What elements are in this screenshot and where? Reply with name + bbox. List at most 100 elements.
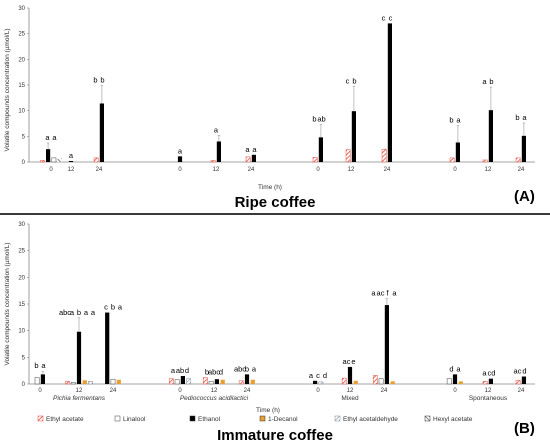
panel-a-significance-letter: a (69, 151, 74, 160)
panel-b-group-label: Pichia fermentans (53, 395, 106, 402)
panel-b-significance-letter: abc (208, 368, 220, 377)
panel-b-bar-linalool (446, 378, 452, 385)
panel-a-xtick-label: 24 (518, 167, 525, 173)
panel-b-bar-1-decanol (390, 381, 395, 384)
panel-a-significance-letter: a (522, 113, 527, 122)
panel-a-significance-letter: b (352, 77, 356, 86)
panel-a-ytick-label: 0 (22, 160, 26, 166)
panel-b-bar-1-decanol (220, 379, 225, 384)
panel-b-bar-1-decanol (82, 380, 87, 384)
panel-a-bar-ethyl-acetate (515, 157, 521, 163)
panel-a-significance-letter: c (382, 13, 386, 22)
legend-swatch-1-decanol (259, 415, 266, 422)
panel-a-significance-letter: b (449, 116, 453, 125)
panel-b-bar-ethyl-acetate (372, 375, 378, 385)
panel-b-xtick-label: 0 (38, 388, 42, 394)
legend-swatch-ethyl-acetaldehyde (334, 415, 341, 422)
panel-a-significance-letter: a (52, 133, 57, 142)
legend-label-1-decanol: 1-Decanol (268, 416, 298, 423)
panel-a-xtick-label: 12 (213, 167, 220, 173)
panel-b-bar-ethyl-acetate (238, 380, 244, 385)
panel-b-ytick-label: 15 (18, 302, 25, 308)
panel-b-xtick-label: 24 (381, 388, 388, 394)
panel-b-significance-letter: abc (59, 308, 71, 317)
panel-b-significance-letter: cd (488, 369, 496, 378)
panel-b-xtick-label: 0 (316, 388, 320, 394)
panel-a-xtick-label: 24 (384, 167, 391, 173)
panel-a-significance-letter: b (93, 76, 97, 85)
panel-a-xtick-label: 12 (485, 167, 492, 173)
panel-b-xtick-label: 12 (76, 388, 83, 394)
panel-a-significance-letter: a (252, 145, 257, 154)
panel-b-significance-letter: c (316, 371, 320, 380)
panel-a-significance-letter: ab (317, 115, 325, 124)
panel-b-significance-letter: b (245, 364, 249, 373)
panel-a-bar-ethanol (177, 156, 183, 162)
legend-label-ethanol: Ethanol (198, 416, 221, 423)
panel-a-label: (A) (514, 188, 535, 205)
panel-b-ytick-label: 30 (18, 222, 25, 228)
panel-a-xtick-label: 0 (178, 167, 182, 173)
panel-a-significance-letter: a (178, 146, 183, 155)
legend-swatch-hexyl-acetate (424, 415, 431, 422)
panel-b-title: Immature coffee (217, 427, 333, 444)
panel-b-significance-letter: a (482, 369, 487, 378)
panel-b-significance-letter: a (371, 289, 376, 298)
panel-a-significance-letter: c (389, 13, 393, 22)
panel-a-bar-ethyl-acetate (345, 149, 351, 163)
panel-a-ylabel: Volatile compounds concentration (µmol/L… (4, 29, 11, 152)
panel-b-bar-ethyl-acetate (515, 380, 521, 385)
panel-b-significance-letter: a (118, 303, 123, 312)
legend-swatch-ethyl-acetate (37, 415, 44, 422)
panel-b-bar-ethanol (313, 380, 318, 384)
panel-b-significance-letter: a (91, 308, 96, 317)
panel-a-ytick-label: 30 (18, 6, 25, 12)
panel-b-bar-linalool (208, 381, 214, 385)
panel-b-bar-ethyl-acetate (482, 381, 488, 385)
legend-label-linalool: Linalool (123, 416, 146, 423)
panel-b-significance-letter: c (104, 303, 108, 312)
panel-a-bar-ethyl-acetate (210, 160, 216, 163)
panel-a-bar-ethanol (318, 137, 323, 162)
panel-b-bar-ethyl-acetaldehyde (186, 378, 192, 385)
panel-b-bar-1-decanol (353, 380, 358, 384)
panel-a-xtick-label: 0 (49, 167, 53, 173)
panel-a-xtick-label: 12 (68, 167, 75, 173)
panel-b-bar-ethyl-acetate (65, 381, 70, 385)
panel-a-bar-hexyl-acetate (57, 158, 62, 162)
panel-b-significance-letter: b (111, 303, 115, 312)
panel-b-xtick-label: 12 (485, 388, 492, 394)
panel-b-ytick-label: 25 (18, 249, 25, 255)
panel-a-bar-ethyl-acetate (381, 148, 387, 163)
panel-b-xtick-label: 12 (347, 388, 354, 394)
panel-b-significance-letter: b (205, 368, 209, 377)
panel-b-xtick-label: 0 (178, 388, 182, 394)
panel-a-ytick-label: 10 (18, 109, 25, 115)
panel-b-ytick-label: 0 (22, 382, 26, 388)
panel-b-bar-ethanol (244, 374, 250, 384)
panel-b-bar-1-decanol (250, 379, 255, 384)
panel-b-xtick-label: 0 (453, 388, 457, 394)
panel-a-significance-letter: a (214, 125, 219, 134)
panel-b-bar-ethanol (347, 366, 353, 384)
panel-b-significance-letter: a (84, 308, 89, 317)
panel-b-bar-ethyl-acetate (168, 378, 174, 385)
panel-a-bar-ethanol (46, 149, 51, 162)
panel-a-ytick-label: 15 (18, 83, 25, 89)
panel-a-significance-letter: b (312, 115, 316, 124)
panel-b-ytick-label: 5 (22, 355, 26, 361)
panel-b-bar-linalool (110, 378, 116, 385)
panel-a-significance-letter: a (45, 133, 50, 142)
panel-b-significance-letter: d (323, 371, 327, 380)
panel-b-label: (B) (514, 420, 535, 437)
panel-a-significance-letter: b (100, 76, 104, 85)
panel-b-significance-letter: a (309, 371, 314, 380)
panel-b-significance-letter: ac (377, 289, 385, 298)
panel-a-bar-ethanol (68, 160, 74, 162)
panel-a-ytick-label: 5 (22, 134, 26, 140)
panel-b-significance-letter: abc (234, 364, 246, 373)
panel-a-bar-ethyl-acetate (449, 157, 455, 163)
panel-a-bar-ethyl-acetate (482, 159, 488, 163)
panel-b-significance-letter: a (171, 366, 176, 375)
